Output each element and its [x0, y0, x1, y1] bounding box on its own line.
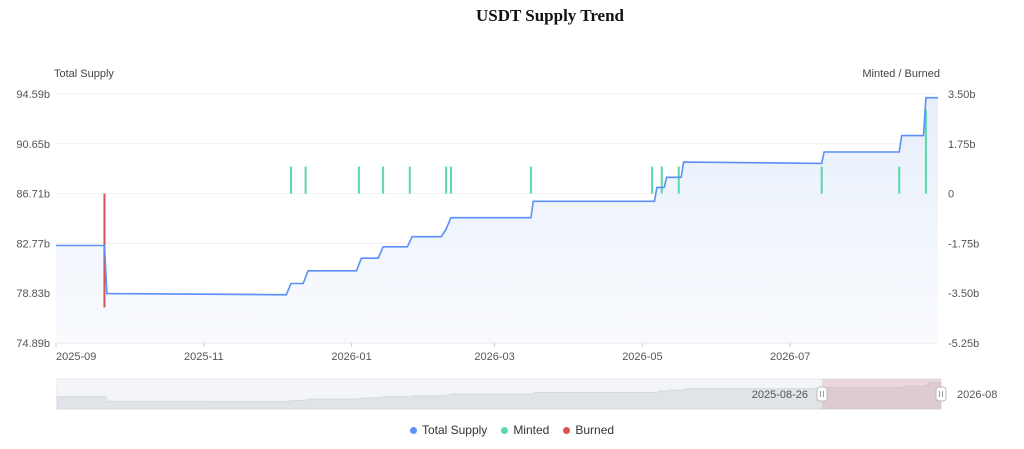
- minted-bar[interactable]: [529, 166, 532, 194]
- y-left-tick-label: 90.65b: [16, 139, 50, 151]
- axes: 94.59b 3.50b 90.65b 1.75b 86.71b 0 82.77b -1.75…: [16, 68, 979, 363]
- supply-area: [56, 97, 938, 343]
- y-left-tick-label: 74.89b: [16, 338, 50, 350]
- minted-bar[interactable]: [408, 166, 411, 194]
- legend-item-total-supply[interactable]: Total Supply: [409, 423, 488, 437]
- y-right-tick-label: -3.50b: [948, 288, 979, 300]
- minted-bar[interactable]: [924, 109, 927, 194]
- y-right-tick-label: 1.75b: [948, 139, 976, 151]
- minted-bar[interactable]: [357, 166, 360, 194]
- x-tick-label: 2026-01: [331, 351, 371, 363]
- total-supply-line[interactable]: [56, 96, 938, 296]
- legend: Total Supply Minted Burned: [0, 423, 1024, 437]
- y-left-tick-label: 82.77b: [16, 238, 50, 250]
- minted-bar[interactable]: [660, 166, 663, 194]
- minted-bar[interactable]: [820, 166, 823, 194]
- y-right-tick-label: 0: [948, 189, 954, 201]
- legend-item-burned[interactable]: Burned: [563, 423, 614, 437]
- datazoom-start-label: 2025-08-26: [752, 389, 808, 401]
- datazoom-handle[interactable]: [816, 386, 828, 402]
- legend-dot-icon: [501, 426, 509, 434]
- legend-label: Total Supply: [421, 423, 488, 437]
- minted-bar[interactable]: [382, 166, 385, 194]
- y-left-tick-label: 86.71b: [16, 189, 50, 201]
- x-tick-label: 2025-11: [184, 351, 224, 363]
- datazoom-selection[interactable]: [822, 379, 941, 409]
- minted-bar[interactable]: [677, 166, 680, 194]
- y-left-axis-label: Total Supply: [54, 68, 114, 80]
- y-left-tick-label: 78.83b: [16, 288, 50, 300]
- legend-label: Burned: [575, 423, 615, 437]
- datazoom-slider: 2025-08-26 2026-08: [56, 378, 997, 410]
- x-tick-label: 2026-03: [474, 351, 514, 363]
- legend-label: Minted: [513, 423, 550, 437]
- minted-bar[interactable]: [651, 166, 654, 194]
- minted-bar[interactable]: [449, 166, 452, 194]
- x-tick-label: 2026-07: [770, 351, 810, 363]
- minted-bar[interactable]: [445, 166, 448, 194]
- minted-bar[interactable]: [290, 166, 293, 194]
- minted-bar[interactable]: [898, 166, 901, 194]
- y-right-tick-label: -1.75b: [948, 238, 979, 250]
- minted-bar[interactable]: [304, 166, 307, 194]
- datazoom-end-label: 2026-08: [957, 389, 997, 401]
- legend-item-minted[interactable]: Minted: [501, 423, 549, 437]
- supply-line: [56, 96, 938, 296]
- chart-title: USDT Supply Trend: [475, 6, 625, 25]
- legend-dot-icon: [409, 426, 417, 434]
- y-right-tick-label: -5.25b: [948, 338, 979, 350]
- y-right-axis-label: Minted / Burned: [862, 68, 940, 80]
- x-tick-label: 2025-09: [56, 351, 96, 363]
- y-right-tick-label: 3.50b: [948, 89, 976, 101]
- legend-dot-icon: [563, 426, 571, 434]
- supply-area-fill: [56, 97, 938, 343]
- datazoom-handle[interactable]: [935, 386, 947, 402]
- datazoom-preview: [56, 382, 942, 410]
- x-tick-label: 2026-05: [622, 351, 662, 363]
- y-left-tick-label: 94.59b: [16, 89, 50, 101]
